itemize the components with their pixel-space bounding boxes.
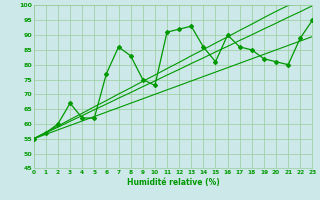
X-axis label: Humidité relative (%): Humidité relative (%): [127, 178, 220, 187]
